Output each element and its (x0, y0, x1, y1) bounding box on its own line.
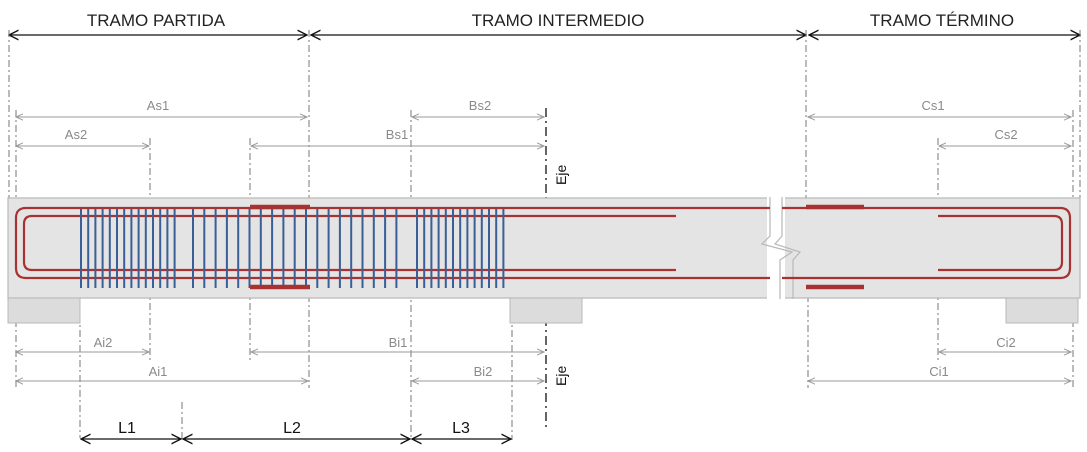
axis-label-bottom: Eje (553, 366, 569, 386)
section-label-partida: TRAMO PARTIDA (87, 11, 226, 30)
break-line-right (773, 197, 802, 299)
beam (7, 196, 1081, 324)
top-dimension-labels: As1 As2 Bs1 Bs2 Cs1 Cs2 (65, 98, 1018, 142)
axis-label-top: Eje (553, 165, 569, 185)
label-bs2: Bs2 (469, 98, 491, 113)
rebar-main-right (782, 206, 1072, 280)
label-cs1: Cs1 (921, 98, 944, 113)
break-line-left (760, 197, 794, 299)
label-ai1: Ai1 (149, 364, 168, 379)
rebar-inner-right (938, 214, 1064, 272)
label-ai2: Ai2 (94, 335, 113, 350)
section-headers: TRAMO PARTIDA TRAMO INTERMEDIO TRAMO TÉR… (9, 11, 1080, 35)
label-cs2: Cs2 (994, 127, 1017, 142)
label-l1: L1 (118, 420, 136, 437)
section-label-intermedio: TRAMO INTERMEDIO (472, 11, 645, 30)
bottom-dimension-labels: Ai2 Ai1 Bi1 Bi2 Ci2 Ci1 (94, 335, 1016, 379)
rebar-inner-left (22, 214, 676, 272)
top-dimensions (16, 117, 1071, 146)
lap-splices (250, 204, 864, 290)
label-ci1: Ci1 (929, 364, 949, 379)
label-bi2: Bi2 (474, 364, 493, 379)
beam-segment-right (781, 197, 1081, 299)
support-middle (509, 297, 583, 324)
label-ci2: Ci2 (996, 335, 1016, 350)
label-bi1: Bi1 (389, 335, 408, 350)
label-bs1: Bs1 (386, 127, 408, 142)
bottom-dimensions (16, 352, 1071, 381)
rebar-group (14, 206, 1072, 280)
rebar-main-left (14, 206, 770, 280)
label-as1: As1 (147, 98, 169, 113)
label-as2: As2 (65, 127, 87, 142)
support-right (1005, 297, 1079, 324)
label-l3: L3 (452, 420, 470, 437)
support-left (7, 297, 81, 324)
section-label-termino: TRAMO TÉRMINO (870, 11, 1014, 30)
label-l2: L2 (283, 420, 301, 437)
beam-segment-left (7, 197, 771, 299)
stirrup-group (80, 209, 505, 288)
